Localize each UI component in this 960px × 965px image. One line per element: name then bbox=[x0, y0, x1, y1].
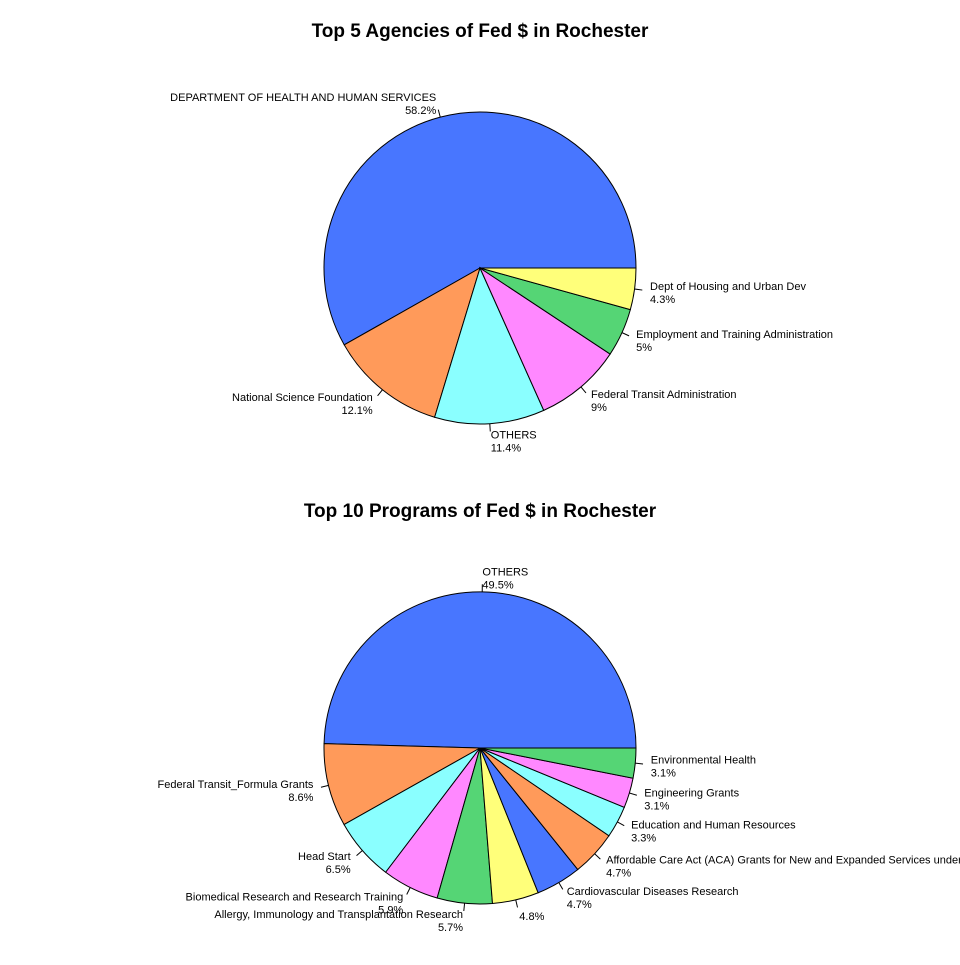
slice-leader-line bbox=[622, 333, 629, 336]
slice-percent: 12.1% bbox=[342, 405, 373, 417]
slice-leader-line bbox=[357, 851, 363, 856]
agencies-chart-title: Top 5 Agencies of Fed $ in Rochester bbox=[312, 21, 649, 42]
programs-pie-chart: Top 10 Programs of Fed $ in Rochester OT… bbox=[158, 501, 960, 934]
slice-percent: 11.4% bbox=[491, 442, 522, 454]
slice-name: Federal Transit Administration bbox=[591, 389, 737, 401]
slice-leader-line bbox=[595, 854, 601, 859]
slice-name: Engineering Grants bbox=[644, 787, 739, 799]
slice-name: Employment and Training Administration bbox=[636, 329, 833, 341]
slice-label: Affordable Care Act (ACA) Grants for New… bbox=[606, 854, 960, 879]
slice-leader-line bbox=[407, 888, 410, 895]
slice-percent: 4.3% bbox=[650, 294, 675, 306]
slice-percent: 3.1% bbox=[644, 800, 669, 812]
slice-percent: 5.7% bbox=[438, 922, 463, 934]
slice-percent: 6.5% bbox=[326, 864, 351, 876]
slice-percent: 4.7% bbox=[567, 899, 592, 911]
slice-leader-line bbox=[581, 387, 586, 393]
slice-name: National Science Foundation bbox=[232, 392, 373, 404]
slice-percent: 58.2% bbox=[405, 105, 436, 117]
slice-percent: 3.1% bbox=[651, 768, 676, 780]
slice-leader-line bbox=[438, 110, 440, 118]
slice-leader-line bbox=[617, 822, 624, 826]
slice-name: Dept of Housing and Urban Dev bbox=[650, 281, 806, 293]
slice-percent: 9% bbox=[591, 402, 607, 414]
slice-name: OTHERS bbox=[491, 429, 537, 441]
slice-name: OTHERS bbox=[482, 566, 528, 578]
slice-leader-line bbox=[321, 785, 329, 787]
slice-percent: 4.8% bbox=[519, 911, 544, 923]
slice-name: Affordable Care Act (ACA) Grants for New… bbox=[606, 854, 960, 866]
programs-chart-title: Top 10 Programs of Fed $ in Rochester bbox=[304, 501, 657, 522]
slice-label: Allergy, Immunology and Transplantation … bbox=[214, 909, 463, 934]
slice-leader-line bbox=[464, 903, 465, 911]
slice-label: 4.8% bbox=[519, 911, 544, 923]
slice-percent: 3.3% bbox=[631, 832, 656, 844]
slice-percent: 5% bbox=[636, 342, 652, 354]
slice-name: Head Start bbox=[298, 851, 351, 863]
slice-leader-line bbox=[559, 883, 563, 890]
slice-leader-line bbox=[629, 793, 636, 795]
slice-leader-line bbox=[635, 763, 643, 764]
agencies-pie-chart: Top 5 Agencies of Fed $ in Rochester DEP… bbox=[170, 21, 833, 454]
pie-slice bbox=[324, 592, 636, 748]
slice-leader-line bbox=[378, 390, 383, 396]
slice-name: Biomedical Research and Research Trainin… bbox=[186, 891, 404, 903]
slice-name: Federal Transit_Formula Grants bbox=[158, 779, 314, 791]
slice-leader-line bbox=[635, 289, 643, 290]
slice-leader-line bbox=[516, 900, 518, 908]
slice-percent: 49.5% bbox=[482, 579, 513, 591]
slice-percent: 8.6% bbox=[288, 792, 313, 804]
slice-name: Allergy, Immunology and Transplantation … bbox=[214, 909, 463, 921]
slice-percent: 4.7% bbox=[606, 867, 631, 879]
slice-name: Environmental Health bbox=[651, 755, 756, 767]
slice-name: Cardiovascular Diseases Research bbox=[567, 886, 739, 898]
slice-name: Education and Human Resources bbox=[631, 819, 796, 831]
slice-name: DEPARTMENT OF HEALTH AND HUMAN SERVICES bbox=[170, 92, 436, 104]
